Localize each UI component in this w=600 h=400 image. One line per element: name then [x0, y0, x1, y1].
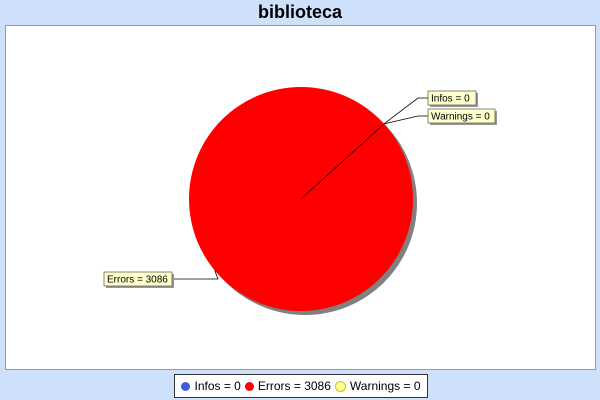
chart-title: biblioteca — [257, 2, 342, 22]
legend-item-warnings: Warnings = 0 — [334, 379, 421, 393]
legend-label-errors: Errors = 3086 — [257, 379, 331, 393]
legend-item-infos: Infos = 0 — [181, 379, 241, 393]
legend-swatch-infos — [181, 381, 191, 391]
plot-area: Infos = 0 Warnings = 0 Errors = 3086 — [5, 25, 596, 370]
legend-item-errors: Errors = 3086 — [244, 379, 331, 393]
legend-swatch-errors — [244, 381, 254, 391]
callout-box-infos — [427, 90, 477, 106]
legend-label-warnings: Warnings = 0 — [349, 379, 421, 393]
callout-box-errors — [103, 271, 173, 287]
callout-line-errors — [172, 270, 219, 280]
legend-swatch-warnings — [334, 380, 346, 392]
callout-line-warnings — [383, 115, 428, 125]
legend: Infos = 0 Errors = 3086 Warnings = 0 — [174, 374, 428, 398]
legend-label-infos: Infos = 0 — [194, 379, 241, 393]
callout-line-infos — [383, 97, 428, 125]
callout-box-warnings — [427, 108, 496, 124]
pie-slice-boundary — [300, 123, 385, 200]
callout-label-errors: Errors = 3086 — [107, 275, 168, 286]
pie-chart: Infos = 0 Warnings = 0 Errors = 3086 — [103, 87, 497, 315]
callout-label-infos: Infos = 0 — [431, 94, 470, 105]
callout-label-warnings: Warnings = 0 — [431, 112, 490, 123]
